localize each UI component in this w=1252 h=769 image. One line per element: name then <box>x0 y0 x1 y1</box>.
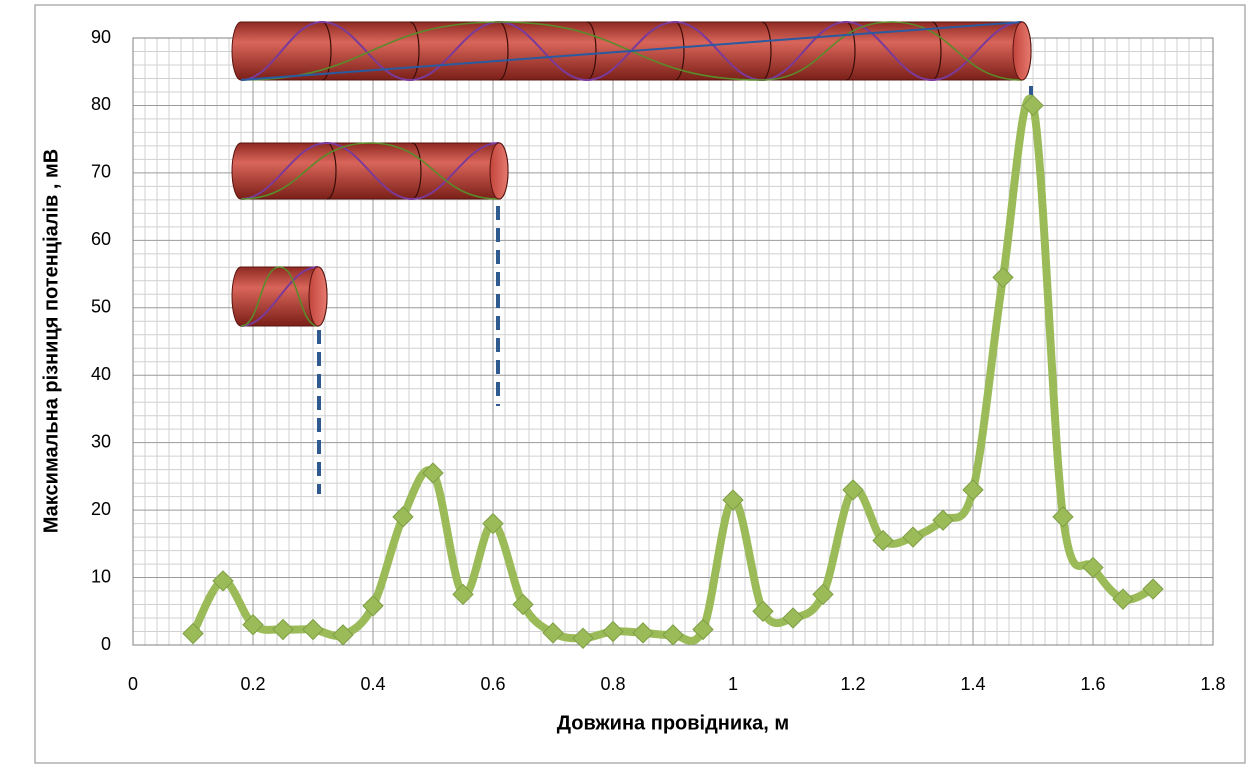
data-point <box>1082 556 1104 579</box>
cylinder-ring <box>411 142 422 200</box>
x-tick-label: 0 <box>128 674 138 694</box>
wave <box>240 266 319 327</box>
cylinder-body <box>231 266 319 327</box>
data-point <box>662 624 684 646</box>
data-point <box>752 600 774 622</box>
data-point <box>842 479 864 501</box>
data-point <box>932 509 954 531</box>
cylinder-ring <box>409 21 420 81</box>
data-point <box>542 622 564 644</box>
y-tick-label: 20 <box>91 499 111 519</box>
data-point <box>212 570 234 592</box>
x-tick-label: 0.6 <box>480 674 505 694</box>
data-point <box>242 614 264 636</box>
data-point <box>482 512 504 535</box>
x-tick-label: 0.4 <box>360 674 385 694</box>
x-tick-label: 1.2 <box>840 674 865 694</box>
cylinder-ring <box>674 21 685 81</box>
data-point <box>812 583 834 606</box>
data-point <box>872 529 894 552</box>
cylinder-cap <box>308 266 328 327</box>
data-point <box>452 583 474 606</box>
data-point <box>962 479 984 501</box>
y-tick-label: 90 <box>91 27 111 47</box>
data-point <box>602 620 624 643</box>
y-tick-label: 80 <box>91 94 111 114</box>
data-point <box>1142 578 1164 600</box>
wave <box>240 142 500 200</box>
x-tick-label: 0.8 <box>600 674 625 694</box>
y-tick-label: 70 <box>91 162 111 182</box>
x-tick-label: 1 <box>728 674 738 694</box>
cylinder-ring <box>845 21 856 81</box>
data-point <box>422 462 444 484</box>
x-tick-label: 1.8 <box>1200 674 1225 694</box>
cylinder-ring <box>326 142 337 200</box>
data-point <box>902 526 924 548</box>
y-tick-label: 40 <box>91 364 111 384</box>
cylinder-ring <box>761 21 772 81</box>
data-point <box>572 627 594 649</box>
data-point <box>1052 506 1074 528</box>
data-point <box>632 622 654 644</box>
y-tick-label: 0 <box>101 634 111 654</box>
wave <box>240 266 319 327</box>
y-tick-label: 60 <box>91 229 111 249</box>
y-tick-label: 10 <box>91 566 111 586</box>
illustrations <box>231 21 1033 494</box>
y-tick-label: 50 <box>91 297 111 317</box>
cylinder-ring <box>498 21 509 81</box>
y-tick-label: 30 <box>91 431 111 451</box>
cylinder-body <box>231 142 500 200</box>
data-point <box>362 595 384 617</box>
data-point <box>1022 94 1044 117</box>
cylinder-cap <box>1012 21 1032 81</box>
x-tick-label: 1.4 <box>960 674 985 694</box>
data-point <box>992 266 1014 289</box>
cylinder-ring <box>586 21 597 81</box>
wave <box>240 21 1023 81</box>
cylinder-ring <box>931 21 942 81</box>
data-point <box>182 622 204 645</box>
data-point <box>272 618 294 641</box>
data-point <box>512 593 534 616</box>
y-axis-title: Максимальна різниця потенціалів , мВ <box>40 149 62 533</box>
x-tick-label: 1.6 <box>1080 674 1105 694</box>
wave <box>240 142 500 200</box>
data-point <box>392 506 414 528</box>
data-point <box>722 489 744 511</box>
data-point <box>1112 588 1134 610</box>
data-point <box>782 607 804 629</box>
cylinder-cap <box>489 142 509 200</box>
plot <box>182 94 1164 649</box>
x-axis-title: Довжина провідника, м <box>557 712 789 734</box>
cylinder-ring <box>321 21 332 81</box>
data-point <box>692 618 714 641</box>
x-tick-label: 0.2 <box>240 674 265 694</box>
data-point <box>302 618 324 641</box>
data-point <box>332 624 354 646</box>
